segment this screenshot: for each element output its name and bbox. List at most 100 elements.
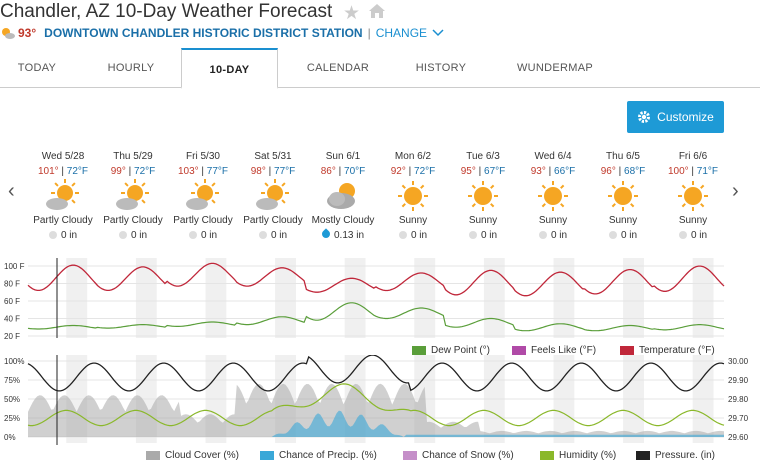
day-card[interactable]: Sat 5/31 98° | 77°F Partly Cloudy 0 in	[238, 146, 308, 254]
partly-cloudy-icon	[183, 179, 223, 213]
high-temp: 92°	[390, 166, 406, 177]
y-tick-right: 29.80	[728, 395, 749, 404]
day-card[interactable]: Wed 5/28 101° | 72°F Partly Cloudy 0 in	[28, 146, 98, 254]
y-tick-right: 29.60	[728, 433, 749, 442]
dry-dot-icon	[188, 231, 197, 239]
low-temp: 70°F	[344, 166, 366, 177]
tab-today[interactable]: TODAY	[17, 62, 57, 74]
high-temp: 99°	[110, 166, 126, 177]
day-precip: 0 in	[658, 230, 728, 241]
partly-cloudy-icon	[43, 179, 83, 213]
day-temps: 86° | 70°F	[320, 166, 366, 177]
y-tick-left: 100%	[4, 357, 24, 366]
day-card[interactable]: Tue 6/3 95° | 67°F Sunny 0 in	[448, 146, 518, 254]
day-precip: 0 in	[238, 230, 308, 241]
day-card[interactable]: Thu 6/5 96° | 68°F Sunny 0 in	[588, 146, 658, 254]
day-card[interactable]: Mon 6/2 92° | 72°F Sunny 0 in	[378, 146, 448, 254]
day-condition: Sunny	[468, 215, 498, 226]
low-temp: 68°F	[624, 166, 646, 177]
legend-chance-precip[interactable]: Chance of Precip. (%)	[260, 450, 377, 461]
tab-bar: TODAY HOURLY 10-DAY CALENDAR HISTORY WUN…	[0, 48, 760, 89]
mostly-cloudy-icon	[323, 179, 363, 213]
legend-cloud-cover[interactable]: Cloud Cover (%)	[146, 450, 239, 461]
legend-humidity[interactable]: Humidity (%)	[540, 450, 616, 461]
day-condition: Partly Cloudy	[173, 215, 233, 226]
low-temp: 66°F	[554, 166, 576, 177]
low-temp: 72°F	[134, 166, 156, 177]
legend-temperature[interactable]: Temperature (°F)	[620, 345, 715, 356]
station-bar: 93° DOWNTOWN CHANDLER HISTORIC DISTRICT …	[0, 24, 445, 42]
day-card[interactable]: Thu 5/29 99° | 72°F Partly Cloudy 0 in	[98, 146, 168, 254]
gear-icon	[638, 111, 651, 123]
y-tick-label: 40 F	[4, 315, 20, 324]
y-tick-label: 20 F	[4, 332, 20, 341]
high-temp: 103°	[177, 166, 199, 177]
legend-label: Feels Like (°F)	[531, 345, 597, 356]
legend-label: Pressure. (in)	[655, 450, 716, 461]
day-temps: 93° | 66°F	[530, 166, 576, 177]
customize-button[interactable]: Customize	[627, 101, 724, 133]
day-card[interactable]: Fri 6/6 100° | 71°F Sunny 0 in	[658, 146, 728, 254]
day-temps: 95° | 67°F	[460, 166, 506, 177]
tab-wundermap[interactable]: WUNDERMAP	[516, 62, 594, 74]
low-temp: 71°F	[696, 166, 719, 177]
previous-arrow-icon[interactable]: ‹	[8, 180, 15, 202]
day-date: Sat 5/31	[254, 151, 292, 162]
y-tick-right: 29.70	[728, 414, 749, 423]
change-station-link[interactable]: CHANGE	[375, 26, 428, 40]
high-temp: 86°	[320, 166, 336, 177]
precip-amount: 0 in	[410, 230, 428, 241]
home-icon[interactable]	[368, 3, 386, 19]
y-tick-label: 80 F	[4, 280, 20, 289]
high-temp: 101°	[37, 166, 59, 177]
legend-label: Chance of Precip. (%)	[279, 450, 377, 461]
day-condition: Sunny	[538, 215, 568, 226]
y-tick-label: 100 F	[4, 262, 25, 271]
chevron-down-icon[interactable]	[431, 28, 445, 38]
day-precip: 0 in	[518, 230, 588, 241]
legend-pressure[interactable]: Pressure. (in)	[636, 450, 715, 461]
next-arrow-icon[interactable]: ›	[732, 180, 739, 202]
tab-history[interactable]: HISTORY	[415, 62, 467, 74]
legend-label: Temperature (°F)	[639, 345, 715, 356]
day-date: Wed 5/28	[41, 151, 85, 162]
day-temps: 92° | 72°F	[390, 166, 436, 177]
precip-pressure-chart: 100% 30.00 75% 29.90 50% 29.80 25% 29.70 0% 29.60	[4, 355, 749, 445]
high-temp: 100°	[667, 166, 689, 177]
day-date: Thu 5/29	[113, 151, 153, 162]
precip-amount: 0 in	[480, 230, 498, 241]
high-temp: 95°	[460, 166, 476, 177]
legend-label: Dew Point (°)	[431, 345, 491, 356]
y-tick-right: 29.90	[728, 376, 749, 385]
day-temps: 101° | 72°F	[37, 166, 89, 177]
favorite-star-icon[interactable]: ★	[343, 3, 361, 24]
partly-cloudy-icon	[253, 179, 293, 213]
dry-dot-icon	[118, 231, 127, 239]
partly-cloudy-small-icon	[2, 28, 15, 39]
precip-amount: 0 in	[690, 230, 708, 241]
day-cards: Wed 5/28 101° | 72°F Partly Cloudy 0 in Thu …	[28, 146, 724, 258]
legend-label: Chance of Snow (%)	[422, 450, 514, 461]
dry-dot-icon	[468, 231, 477, 239]
precip-amount: 0 in	[130, 230, 148, 241]
tab-calendar[interactable]: CALENDAR	[306, 62, 370, 74]
day-card[interactable]: Sun 6/1 86° | 70°F Mostly Cloudy 0.13 in	[308, 146, 378, 254]
low-temp: 72°F	[66, 166, 89, 177]
precip-amount: 0 in	[550, 230, 568, 241]
pressure-line	[27, 355, 725, 392]
legend-dew-point[interactable]: Dew Point (°)	[412, 345, 490, 356]
station-name[interactable]: DOWNTOWN CHANDLER HISTORIC DISTRICT STAT…	[44, 26, 363, 40]
day-card[interactable]: Fri 5/30 103° | 77°F Partly Cloudy 0 in	[168, 146, 238, 254]
day-date: Mon 6/2	[394, 151, 432, 162]
legend-chance-snow[interactable]: Chance of Snow (%)	[403, 450, 514, 461]
dew-point-line	[27, 302, 725, 332]
legend-label: Cloud Cover (%)	[165, 450, 239, 461]
legend-feels-like[interactable]: Feels Like (°F)	[512, 345, 596, 356]
day-card[interactable]: Wed 6/4 93° | 66°F Sunny 0 in	[518, 146, 588, 254]
page-title: Chandler, AZ 10-Day Weather Forecast	[0, 1, 333, 22]
tab-10-day[interactable]: 10-DAY	[181, 48, 278, 89]
y-tick-left: 50%	[4, 395, 20, 404]
high-temp: 96°	[600, 166, 616, 177]
tab-hourly[interactable]: HOURLY	[107, 62, 155, 74]
y-tick-left: 75%	[4, 376, 20, 385]
